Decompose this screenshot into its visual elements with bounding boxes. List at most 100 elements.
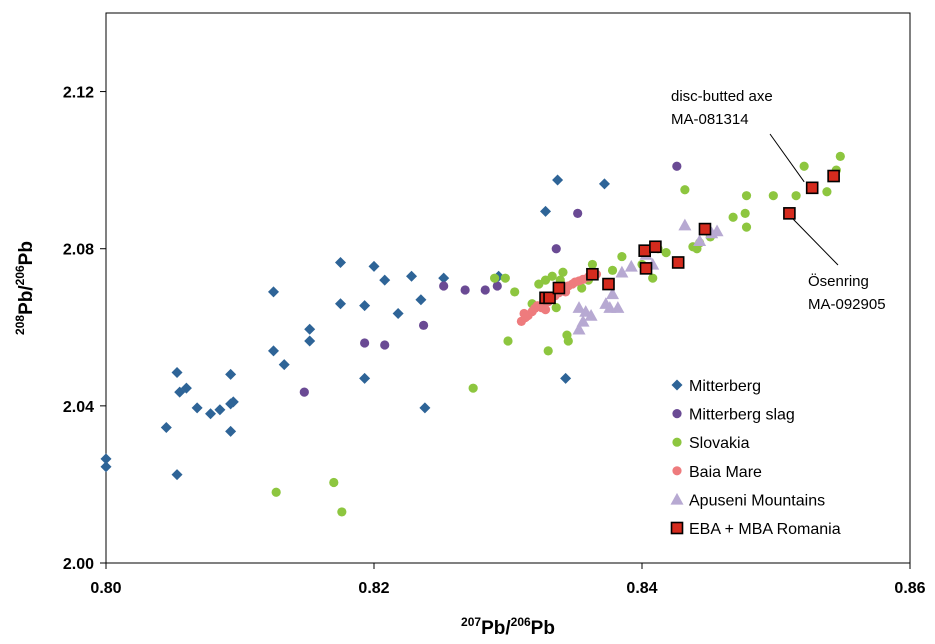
point-slovakia: [543, 346, 553, 356]
x-tick-label: 0.86: [894, 580, 925, 597]
point-slovakia: [835, 151, 845, 161]
point-apuseni-mountains: [576, 314, 590, 327]
point-mitterberg-slag: [460, 285, 470, 295]
point-slovakia: [503, 336, 513, 346]
point-mitterberg: [359, 300, 371, 312]
point-eba-mba-romania: [543, 291, 556, 305]
point-apuseni-mountains: [572, 301, 586, 313]
point-mitterberg: [438, 272, 450, 284]
point-mitterberg-slag: [551, 244, 561, 254]
annotation-disc-butted-axe-id: MA-081314: [671, 111, 749, 128]
point-mitterberg: [214, 404, 226, 416]
legend-label-mitterberg: Mitterberg: [689, 378, 761, 395]
point-mitterberg-slag: [492, 281, 502, 291]
point-eba-mba-romania: [671, 256, 685, 269]
legend-label-apuseni-mountains: Apuseni Mountains: [689, 492, 825, 509]
point-slovakia: [607, 265, 618, 275]
point-mitterberg: [560, 372, 572, 384]
point-slovakia: [741, 191, 752, 201]
point-mitterberg: [268, 345, 279, 357]
point-mitterberg: [540, 205, 552, 217]
y-axis-title-main1: Pb/: [16, 285, 37, 315]
point-mitterberg: [335, 256, 346, 268]
point-slovakia: [500, 273, 510, 283]
annotation-disc-butted-axe-leader: [769, 133, 805, 183]
point-apuseni-mountains: [624, 259, 638, 272]
point-slovakia: [563, 336, 573, 346]
point-mitterberg: [160, 421, 172, 433]
legend: Mitterberg Mitterberg slag Slovakia Baia Ma…: [670, 378, 841, 538]
point-mitterberg: [392, 308, 404, 320]
annotation-osenring-leader: [793, 219, 839, 266]
x-axis-title: 207Pb/206Pb: [461, 615, 555, 639]
x-axis-title-sup2: 206: [511, 615, 531, 629]
legend-label-baia-mare: Baia Mare: [689, 464, 762, 481]
point-slovakia: [540, 275, 551, 285]
point-mitterberg: [598, 178, 610, 190]
legend-label-slovakia: Slovakia: [689, 435, 750, 452]
point-slovakia: [547, 271, 557, 281]
point-slovakia: [768, 191, 778, 201]
point-baia-mare: [519, 308, 529, 319]
x-tick-label: 0.84: [626, 580, 657, 597]
point-mitterberg-slag: [418, 320, 429, 330]
point-mitterberg: [335, 298, 346, 310]
x-axis-title-sup1: 207: [461, 615, 481, 629]
point-slovakia: [271, 487, 281, 497]
legend-label-mitterberg-slag: Mitterberg slag: [689, 407, 795, 424]
point-mitterberg-slag: [380, 340, 390, 350]
point-eba-mba-romania: [805, 181, 819, 195]
point-slovakia: [680, 185, 690, 195]
point-mitterberg-slag: [299, 387, 309, 397]
point-mitterberg: [415, 294, 427, 306]
point-mitterberg: [278, 359, 290, 371]
point-mitterberg-slag: [480, 285, 490, 295]
legend-label-eba-mba-romania: EBA + MBA Romania: [689, 521, 841, 538]
point-mitterberg-slag: [573, 208, 583, 218]
annotation-osenring-id: MA-092905: [808, 296, 886, 313]
point-mitterberg: [419, 402, 431, 414]
point-eba-mba-romania: [602, 277, 615, 291]
point-eba-mba-romania: [698, 222, 712, 236]
y-axis-title-sup1: 208: [13, 315, 27, 335]
point-apuseni-mountains: [615, 265, 629, 278]
annotation-osenring-label: Ösenring: [808, 272, 869, 290]
point-slovakia: [534, 279, 544, 289]
legend-marker-mitterberg: [671, 379, 683, 391]
y-tick-label: 2.04: [63, 399, 94, 416]
point-slovakia: [728, 212, 738, 222]
point-slovakia: [799, 161, 809, 171]
point-slovakia: [329, 477, 339, 488]
point-eba-mba-romania: [552, 281, 566, 295]
point-slovakia: [740, 208, 750, 218]
point-mitterberg: [100, 461, 112, 473]
point-slovakia: [490, 273, 500, 283]
legend-marker-slovakia: [672, 437, 682, 447]
y-tick-label: 2.00: [63, 556, 94, 573]
data-points: [100, 151, 845, 517]
point-slovakia: [648, 273, 658, 283]
point-slovakia: [337, 507, 347, 517]
point-apuseni-mountains: [710, 224, 724, 237]
point-slovakia: [551, 303, 561, 313]
point-eba-mba-romania: [639, 262, 653, 275]
point-mitterberg: [406, 270, 418, 282]
point-slovakia: [822, 187, 832, 197]
point-eba-mba-romania: [783, 207, 796, 220]
point-slovakia: [510, 287, 520, 297]
y-axis-title: 208Pb/206Pb: [13, 241, 37, 335]
point-mitterberg-slag: [439, 281, 449, 291]
y-axis-title-main2: Pb: [16, 241, 37, 265]
point-mitterberg: [227, 396, 239, 408]
legend-marker-eba-mba-romania: [670, 521, 684, 535]
annotation-disc-butted-axe-label: disc-butted axe: [671, 88, 773, 105]
point-mitterberg: [191, 402, 203, 414]
point-slovakia: [558, 267, 568, 277]
x-tick-label: 0.80: [90, 580, 121, 597]
point-mitterberg: [359, 372, 371, 384]
y-tick-label: 2.08: [63, 242, 94, 259]
x-axis-title-main1: Pb/: [481, 618, 511, 639]
point-slovakia: [791, 191, 801, 201]
point-mitterberg: [552, 174, 564, 186]
